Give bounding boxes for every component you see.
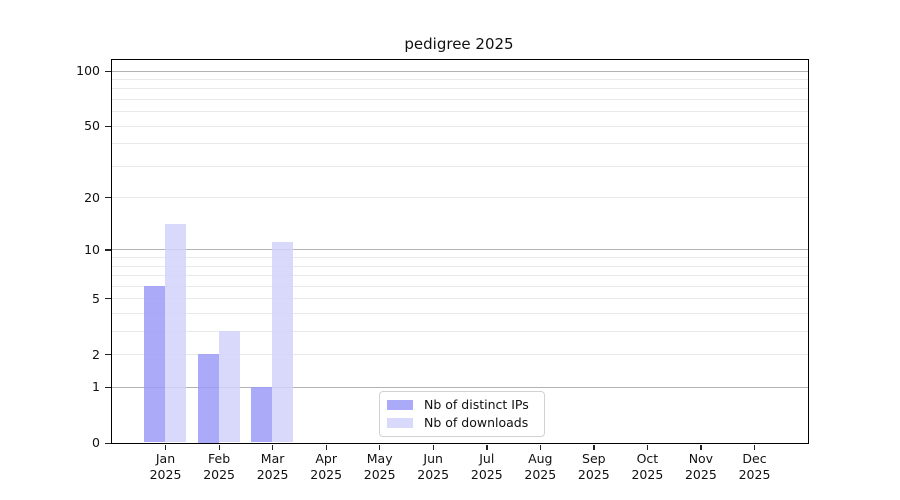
x-tick-mark-feb (218, 444, 220, 450)
gridline-minor-2 (111, 354, 808, 355)
x-tick-label-apr: Apr 2025 (310, 451, 343, 482)
legend: Nb of distinct IPs Nb of downloads (379, 391, 545, 437)
gridline-minor-60 (111, 111, 808, 113)
y-tick-mark-50 (104, 125, 111, 127)
gridline-minor-50 (111, 125, 808, 127)
x-tick-mark-sep (593, 444, 595, 450)
x-tick-label-may: May 2025 (363, 451, 396, 482)
x-tick-label-nov: Nov 2025 (684, 451, 717, 482)
legend-item-downloads: Nb of downloads (387, 416, 537, 430)
x-tick-label-jan: Jan 2025 (149, 451, 182, 482)
x-tick-mark-jul (486, 444, 488, 450)
gridline-major-10 (111, 249, 808, 251)
x-tick-mark-aug (539, 444, 542, 450)
bar-distinct-ips-feb (197, 354, 219, 443)
x-tick-label-dec: Dec 2025 (738, 451, 771, 482)
x-tick-mark-may (379, 444, 381, 450)
x-tick-label-sep: Sep 2025 (577, 451, 610, 482)
bar-distinct-ips-mar (251, 386, 273, 443)
x-tick-mark-jan (165, 444, 167, 450)
bar-downloads-mar (272, 242, 294, 443)
bar-downloads-jan (165, 224, 186, 443)
y-tick-mark-5 (104, 298, 111, 300)
gridline-minor-70 (111, 99, 808, 101)
y-tick-label-100: 100 (76, 63, 100, 79)
legend-item-distinct-ips: Nb of distinct IPs (387, 398, 537, 412)
x-tick-mark-nov (700, 444, 702, 450)
gridline-minor-5 (111, 298, 808, 300)
gridline-minor-9 (111, 257, 808, 258)
bar-downloads-feb (218, 330, 240, 443)
y-tick-label-5: 5 (92, 290, 100, 306)
x-tick-label-aug: Aug 2025 (524, 451, 557, 482)
y-tick-label-2: 2 (92, 346, 100, 362)
legend-label-downloads: Nb of downloads (424, 415, 529, 430)
gridline-minor-20 (111, 197, 808, 199)
y-tick-mark-0 (104, 442, 111, 444)
x-tick-mark-dec (754, 444, 756, 450)
legend-swatch-distinct-ips (387, 400, 413, 410)
plot-area (110, 58, 809, 444)
y-tick-label-20: 20 (84, 189, 100, 205)
gridline-minor-8 (111, 265, 808, 267)
y-tick-mark-1 (104, 386, 111, 388)
x-tick-mark-oct (646, 444, 649, 450)
y-tick-label-10: 10 (84, 241, 100, 257)
gridline-minor-30 (111, 165, 808, 167)
y-tick-mark-2 (104, 354, 111, 356)
y-tick-mark-20 (104, 197, 111, 199)
y-tick-label-50: 50 (84, 118, 100, 134)
y-tick-mark-10 (104, 249, 111, 251)
gridline-minor-40 (111, 143, 808, 145)
x-tick-label-feb: Feb 2025 (203, 451, 235, 482)
gridline-minor-4 (111, 312, 808, 314)
y-tick-mark-100 (104, 70, 111, 72)
gridline-major-1 (111, 386, 808, 388)
x-tick-label-jun: Jun 2025 (417, 451, 450, 482)
gridline-major-100 (111, 70, 808, 72)
legend-label-distinct-ips: Nb of distinct IPs (424, 397, 529, 412)
gridline-minor-7 (111, 275, 808, 276)
gridline-minor-3 (111, 330, 808, 332)
gridline-minor-80 (111, 88, 808, 90)
x-tick-mark-jun (432, 444, 434, 450)
y-tick-label-0: 0 (92, 435, 100, 450)
x-tick-label-oct: Oct 2025 (631, 451, 664, 482)
gridline-minor-90 (111, 79, 808, 81)
bar-distinct-ips-jan (144, 285, 165, 443)
x-tick-label-jul: Jul 2025 (470, 451, 503, 482)
x-tick-mark-mar (272, 444, 274, 450)
y-tick-label-1: 1 (92, 379, 100, 395)
gridline-minor-6 (111, 285, 808, 287)
chart-title: pedigree 2025 (404, 35, 514, 53)
x-tick-label-mar: Mar 2025 (256, 451, 289, 482)
x-tick-mark-apr (325, 444, 327, 450)
legend-swatch-downloads (387, 418, 413, 428)
